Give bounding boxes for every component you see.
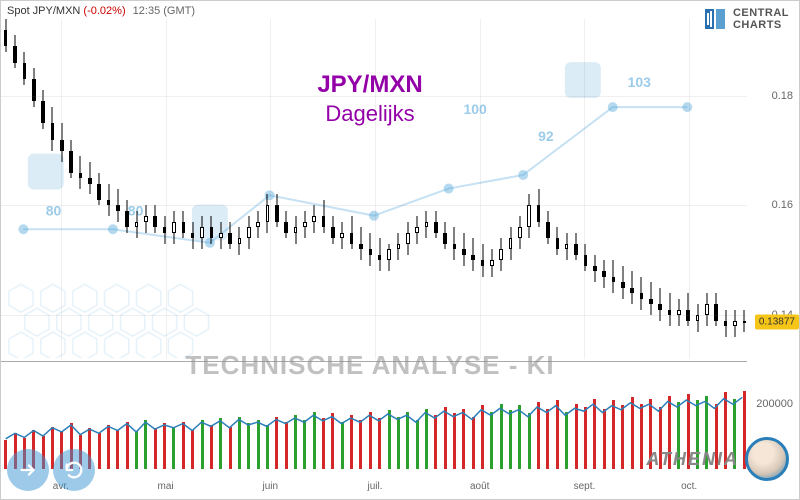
- price-y-axis: 0.140.160.18: [749, 19, 799, 359]
- candlestick-layer: [1, 19, 747, 359]
- price-chart[interactable]: 808010092103: [1, 19, 747, 359]
- athenia-badge[interactable]: ATHENIA: [646, 437, 789, 481]
- arrow-right-icon: [17, 459, 39, 481]
- logo-text: CENTRAL CHARTS: [733, 7, 789, 31]
- x-axis: avr.maijuinjuil.aoûtsept.oct.: [1, 481, 747, 497]
- refresh-icon: [63, 459, 85, 481]
- chart-container: Spot JPY/MXN (-0.02%) 12:35 (GMT) CENTRA…: [0, 0, 800, 500]
- nav-buttons: [7, 449, 95, 491]
- athenia-label: ATHENIA: [646, 449, 739, 470]
- volume-chart[interactable]: [1, 371, 747, 469]
- panel-divider: [1, 361, 747, 362]
- next-button[interactable]: [53, 449, 95, 491]
- change-label: (-0.02%): [83, 5, 125, 17]
- logo-icon: [703, 7, 727, 31]
- symbol-label: Spot JPY/MXN: [7, 5, 80, 17]
- prev-button[interactable]: [7, 449, 49, 491]
- brand-logo: CENTRAL CHARTS: [703, 7, 789, 31]
- chart-header: Spot JPY/MXN (-0.02%) 12:35 (GMT): [7, 5, 195, 17]
- current-price-tag: 0.13877: [755, 314, 799, 329]
- volume-line: [1, 371, 747, 469]
- athenia-avatar-icon: [745, 437, 789, 481]
- time-label: 12:35 (GMT): [133, 5, 195, 17]
